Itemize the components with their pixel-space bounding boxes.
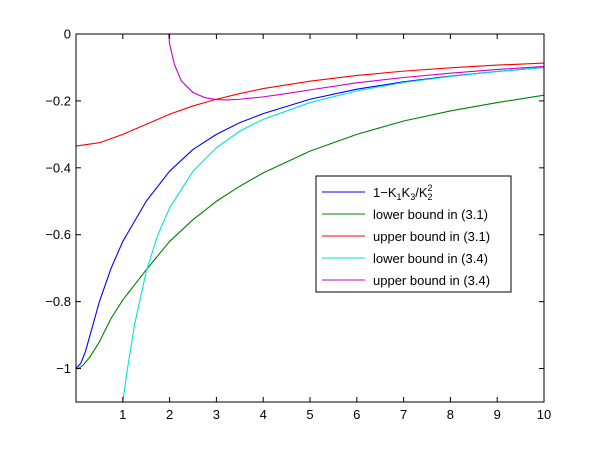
legend-label: 1−K1K3/K22	[373, 183, 433, 202]
legend-label: upper bound in (3.4)	[373, 273, 490, 288]
y-axis: 0 −0.2 −0.4 −0.6 −0.8 −1	[45, 27, 544, 376]
x-tick-label: 9	[494, 407, 501, 422]
x-tick-label: 6	[353, 407, 360, 422]
legend-label: lower bound in (3.1)	[373, 207, 488, 222]
legend-label: upper bound in (3.1)	[373, 229, 490, 244]
x-axis: 1 2 3 4 5 6 7 8 9 10	[119, 34, 551, 422]
series-line-1	[76, 66, 544, 370]
x-tick-label: 7	[400, 407, 407, 422]
series-line-5	[168, 34, 544, 101]
series-line-3	[76, 62, 544, 147]
y-tick-label: 0	[64, 27, 71, 42]
x-tick-label: 2	[166, 407, 173, 422]
series-layer	[76, 34, 544, 402]
x-tick-label: 5	[306, 407, 313, 422]
y-tick-label: −0.6	[45, 227, 71, 242]
y-tick-label: −0.8	[45, 294, 71, 309]
x-tick-label: 3	[213, 407, 220, 422]
series-line-2	[76, 94, 544, 370]
legend-label: lower bound in (3.4)	[373, 251, 488, 266]
x-tick-label: 4	[260, 407, 267, 422]
y-tick-label: −0.4	[45, 160, 71, 175]
legend: 1−K1K3/K22 lower bound in (3.1) upper boun…	[315, 175, 512, 293]
x-tick-label: 10	[537, 407, 551, 422]
y-tick-label: −1	[56, 361, 71, 376]
x-tick-label: 1	[119, 407, 126, 422]
x-tick-label: 8	[447, 407, 454, 422]
y-tick-label: −0.2	[45, 93, 71, 108]
series-line-4	[122, 66, 544, 402]
legend-box	[315, 175, 512, 293]
